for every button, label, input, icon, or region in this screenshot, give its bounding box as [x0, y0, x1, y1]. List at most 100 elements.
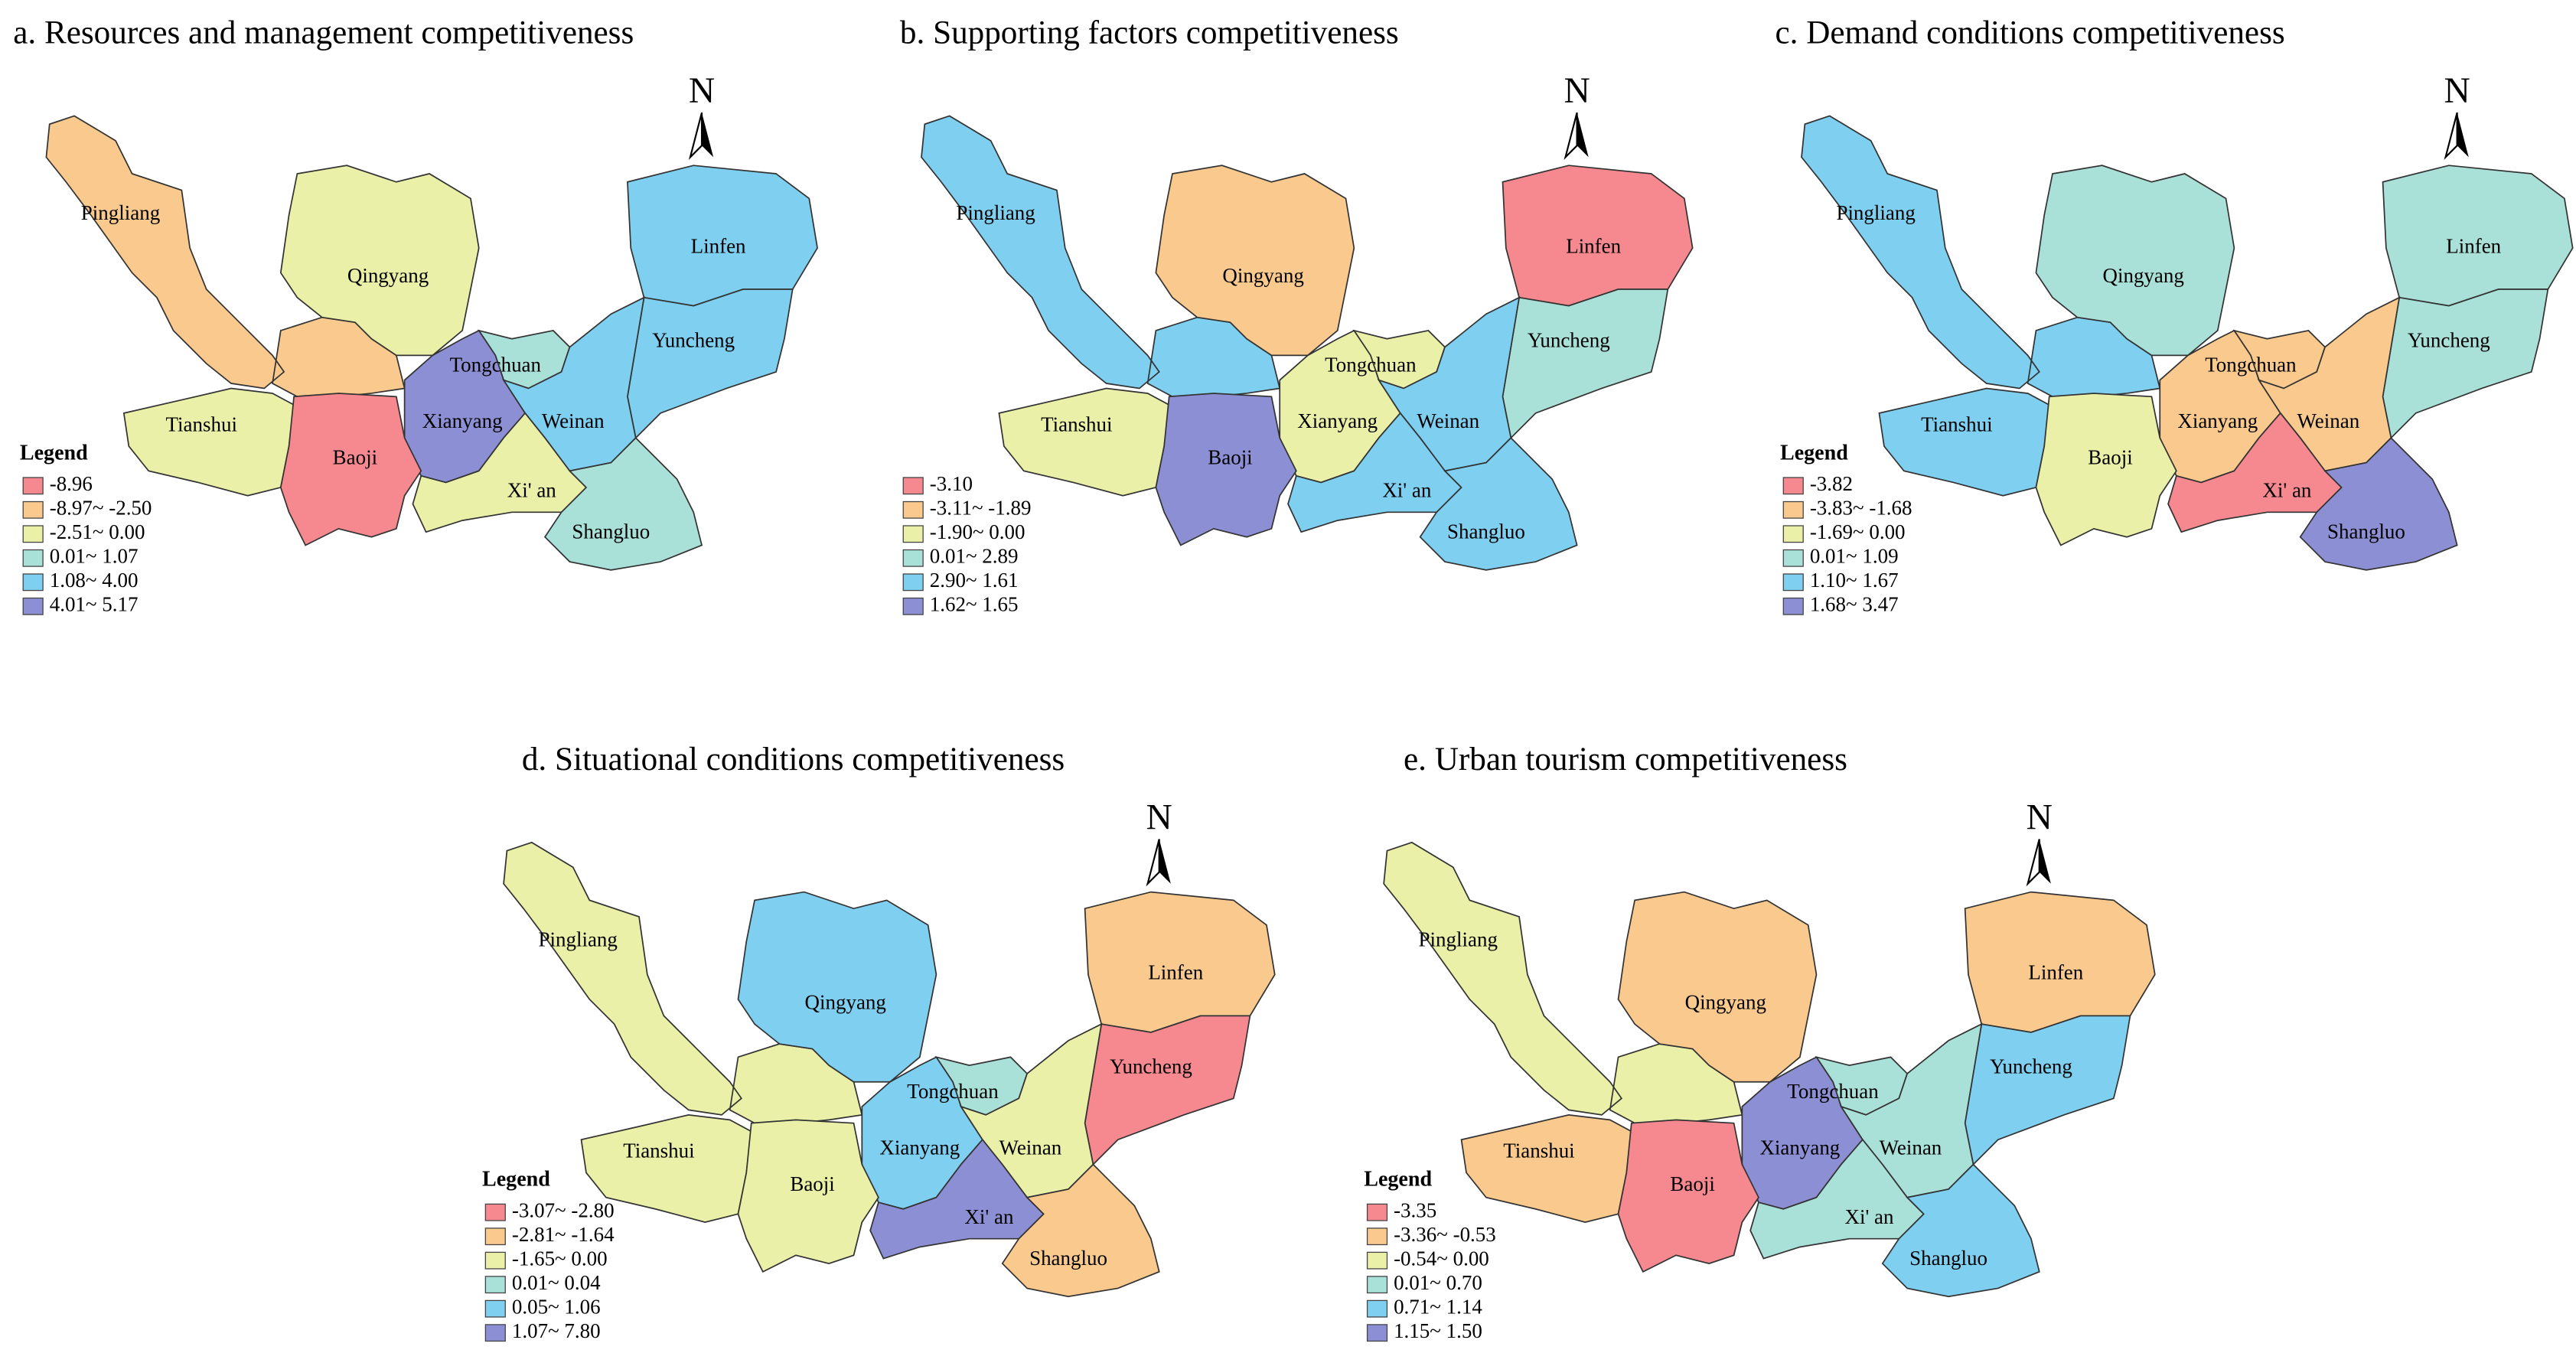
- legend-label: -2.81~ -1.64: [512, 1223, 615, 1246]
- region-label: Shangluo: [572, 520, 650, 543]
- region-label: Tianshui: [1041, 412, 1112, 435]
- legend-label: 0.01~ 0.04: [512, 1271, 601, 1294]
- map-panel: c. Demand conditions competitiveness Ping…: [1775, 15, 2574, 615]
- region-label: Linfen: [1148, 961, 1203, 984]
- region-label: Shangluo: [1909, 1247, 1987, 1270]
- north-arrow: [1159, 839, 1171, 884]
- legend-label: 0.01~ 2.89: [930, 544, 1019, 567]
- legend-label: 1.10~ 1.67: [1810, 569, 1899, 592]
- region-label: Qingyang: [2102, 264, 2183, 287]
- region-label: Weinan: [2297, 409, 2359, 432]
- region-label: Tongchuan: [1325, 354, 1417, 377]
- legend-swatch: [484, 1299, 506, 1318]
- legend-label: -8.97~ -2.50: [50, 496, 152, 519]
- region-label: Xianyang: [422, 409, 503, 432]
- legend-swatch: [1366, 1203, 1388, 1221]
- region-label: Pingliang: [1836, 201, 1915, 224]
- north-label: N: [1146, 798, 1172, 838]
- region-label: Yuncheng: [2408, 328, 2490, 351]
- map-title: c. Demand conditions competitiveness: [1775, 15, 2285, 51]
- map: Pingliang Qingyang Linfen Yuncheng Tongchuan…: [1383, 798, 2156, 1298]
- region: [543, 436, 703, 571]
- region-label: Tianshui: [166, 412, 237, 435]
- legend-swatch: [22, 573, 44, 592]
- legend-swatch: [1366, 1324, 1388, 1342]
- region-label: Xi' an: [507, 479, 557, 502]
- legend-swatch: [902, 597, 924, 615]
- north-arrow: [1577, 112, 1589, 158]
- region-label: Weinan: [542, 409, 605, 432]
- map-panel: e. Urban tourism competitiveness Pinglian…: [1364, 742, 2156, 1342]
- legend-swatch: [902, 525, 924, 543]
- north-label: N: [2027, 798, 2053, 838]
- map: Pingliang Qingyang Linfen Yuncheng Tongchuan…: [45, 71, 818, 571]
- legend-label: 1.62~ 1.65: [930, 592, 1019, 615]
- map-title: d. Situational conditions competitivenes…: [522, 742, 1065, 778]
- legend-swatch: [484, 1324, 506, 1342]
- legend-swatch: [1782, 477, 1804, 495]
- legend-swatch: [902, 477, 924, 495]
- legend-swatch: [902, 500, 924, 519]
- region-label: Xianyang: [2177, 409, 2258, 432]
- region-label: Pingliang: [538, 928, 617, 950]
- region: [1460, 1113, 1632, 1224]
- legend-label: -1.90~ 0.00: [930, 520, 1026, 543]
- region-label: Yuncheng: [652, 328, 735, 351]
- legend-swatch: [22, 500, 44, 519]
- map: Pingliang Qingyang Linfen Yuncheng Tongchuan…: [503, 798, 1276, 1298]
- region: [279, 393, 422, 546]
- north-arrow: [702, 112, 714, 158]
- north-arrow: [2039, 839, 2051, 884]
- map-panel: b. Supporting factors competitiveness Pin…: [900, 15, 1694, 615]
- legend-label: -1.65~ 0.00: [512, 1247, 608, 1270]
- north-arrow: [688, 112, 703, 160]
- region: [1084, 1015, 1251, 1166]
- map: Pingliang Qingyang Linfen Yuncheng Tongchuan…: [921, 71, 1694, 571]
- legend-label: 1.08~ 4.00: [50, 569, 139, 592]
- region-label: Tianshui: [1921, 412, 1992, 435]
- region-label: Baoji: [790, 1172, 834, 1195]
- region-label: Xi' an: [2262, 479, 2312, 502]
- region-label: Xianyang: [1759, 1136, 1840, 1159]
- region-label: Tongchuan: [450, 354, 542, 377]
- region-label: Baoji: [1208, 445, 1252, 468]
- legend-title: Legend: [482, 1168, 550, 1192]
- region-label: Linfen: [2028, 961, 2083, 984]
- legend-title: Legend: [1364, 1168, 1432, 1192]
- map-title: a. Resources and management competitiven…: [13, 15, 634, 51]
- region-label: Tongchuan: [907, 1080, 999, 1103]
- region-label: Qingyang: [1685, 990, 1766, 1013]
- region-label: Baoji: [1670, 1172, 1714, 1195]
- legend-swatch: [902, 549, 924, 567]
- legend-label: -8.96: [50, 472, 93, 495]
- legend-label: -3.82: [1810, 472, 1853, 495]
- legend-label: -3.11~ -1.89: [930, 496, 1032, 519]
- north-label: N: [2444, 71, 2470, 111]
- region: [1881, 1163, 2040, 1298]
- region-label: Pingliang: [81, 201, 160, 224]
- region-label: Yuncheng: [1110, 1055, 1192, 1078]
- region-label: Shangluo: [1029, 1247, 1107, 1270]
- north-label: N: [1564, 71, 1590, 111]
- legend-label: 0.71~ 1.14: [1394, 1295, 1482, 1318]
- region: [2382, 289, 2549, 439]
- region-label: Pingliang: [1419, 928, 1498, 950]
- region-label: Weinan: [999, 1136, 1062, 1159]
- map-title: b. Supporting factors competitiveness: [900, 15, 1399, 51]
- north-arrow: [2444, 112, 2458, 160]
- legend-swatch: [484, 1203, 506, 1221]
- legend-swatch: [1782, 573, 1804, 592]
- map-panel: a. Resources and management competitiven…: [13, 15, 818, 615]
- legend-swatch: [902, 573, 924, 592]
- legend-label: -3.83~ -1.68: [1810, 496, 1912, 519]
- legend-label: 0.01~ 1.09: [1810, 544, 1899, 567]
- legend-swatch: [22, 597, 44, 615]
- legend-label: 1.68~ 3.47: [1810, 592, 1899, 615]
- legend-label: 2.90~ 1.61: [930, 569, 1019, 592]
- region: [122, 387, 295, 497]
- legend-swatch: [1366, 1251, 1388, 1270]
- region-label: Tianshui: [1503, 1139, 1574, 1162]
- legend-swatch: [1782, 525, 1804, 543]
- legend-label: -1.69~ 0.00: [1810, 520, 1906, 543]
